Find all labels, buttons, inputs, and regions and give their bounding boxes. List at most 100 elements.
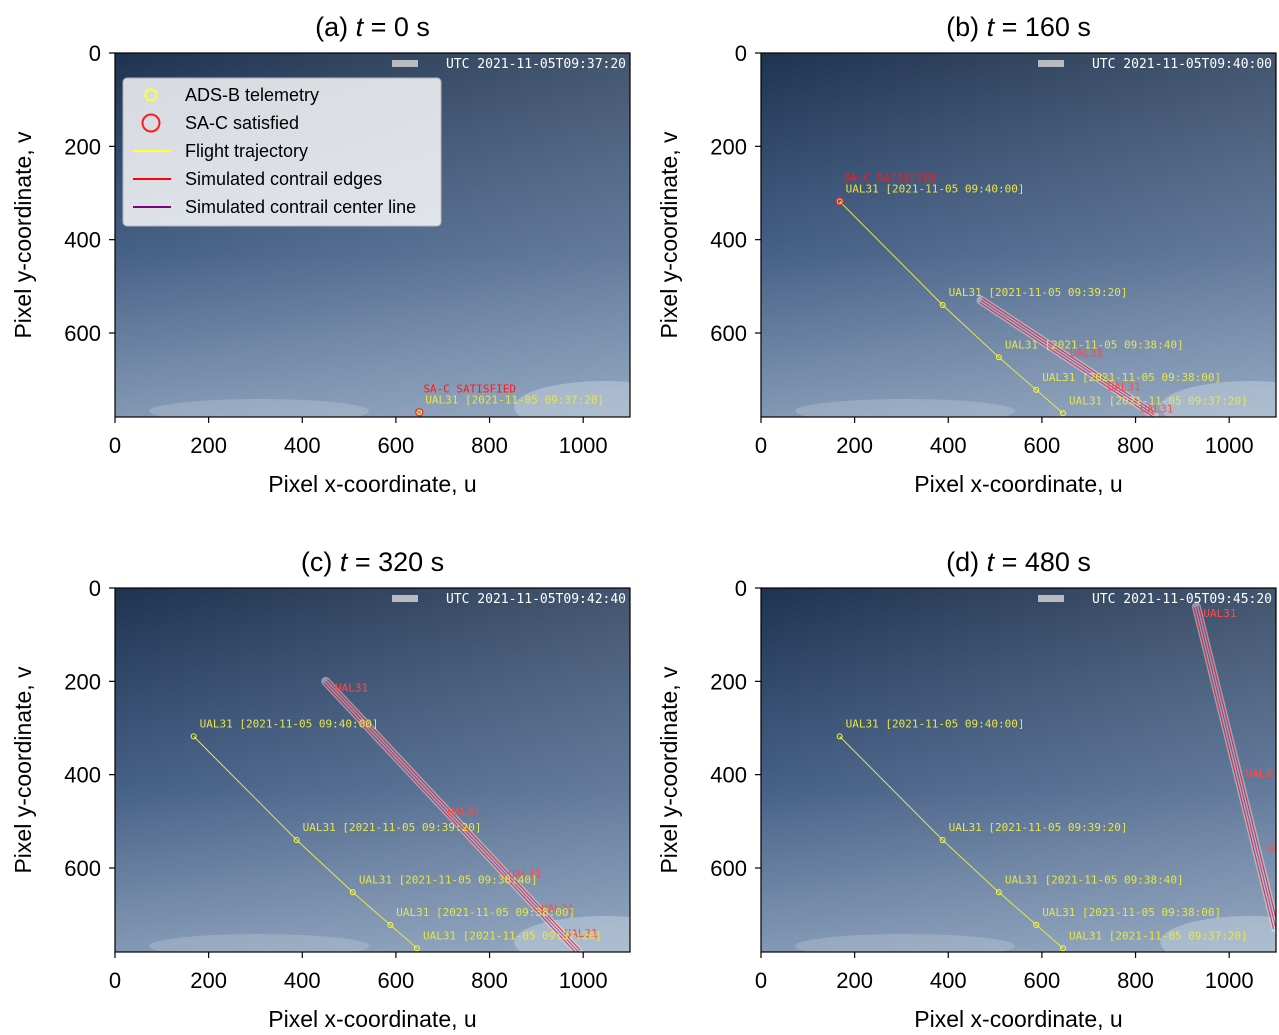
horizon-haze — [795, 934, 1016, 952]
y-tick-label: 200 — [64, 134, 101, 159]
legend-label: SA-C satisfied — [185, 113, 299, 133]
telemetry-label: UAL31 [2021-11-05 09:38:00] — [1042, 371, 1221, 384]
axes-frame — [114, 587, 631, 953]
contrail-label: UAL31 — [1107, 380, 1140, 393]
timestamp-logo — [1038, 595, 1064, 602]
cloud-wisp — [514, 916, 630, 952]
adsb-point — [836, 733, 843, 740]
panel-title: (b) t = 160 s — [946, 12, 1091, 42]
flight-trajectory — [839, 736, 1064, 949]
contrail-label: UAL31 — [447, 806, 480, 819]
cloud-wisp — [514, 381, 630, 417]
simulated-contrail-center-line — [980, 299, 1155, 416]
adsb-point — [995, 354, 1002, 361]
x-tick-label: 0 — [109, 968, 121, 993]
y-axis-label: Pixel y-coordinate, v — [10, 131, 36, 339]
telemetry-label: UAL31 [2021-11-05 09:38:40] — [359, 873, 538, 886]
y-tick-label: 400 — [710, 228, 747, 253]
panel-title: (a) t = 0 s — [315, 12, 430, 42]
legend-label: Simulated contrail center line — [185, 197, 416, 217]
utc-timestamp: UTC 2021-11-05T09:45:20 — [1092, 592, 1272, 607]
axes-frame — [114, 52, 631, 418]
x-tick-label: 800 — [1117, 968, 1154, 993]
telemetry-label: UAL31 [2021-11-05 09:38:40] — [1005, 873, 1184, 886]
legend-item: Simulated contrail center line — [133, 197, 416, 217]
x-axis-label: Pixel x-coordinate, u — [914, 1006, 1122, 1032]
y-tick-label: 0 — [735, 576, 747, 601]
x-tick-label: 0 — [109, 433, 121, 458]
contrail-label: UAL31 — [564, 927, 597, 940]
y-tick-label: 400 — [64, 228, 101, 253]
legend-label: ADS-B telemetry — [185, 85, 319, 105]
legend-item: SA-C satisfied — [141, 113, 299, 133]
adsb-point — [413, 945, 420, 952]
utc-timestamp: UTC 2021-11-05T09:42:40 — [446, 592, 626, 607]
telemetry-label: UAL31 [2021-11-05 09:40:00] — [846, 717, 1025, 730]
telemetry-label: UAL31 [2021-11-05 09:38:40] — [1005, 338, 1184, 351]
telemetry-label: UAL31 [2021-11-05 09:37:20] — [1069, 929, 1248, 942]
adsb-point — [349, 889, 356, 896]
utc-timestamp: UTC 2021-11-05T09:40:00 — [1092, 57, 1272, 72]
simulated-contrail-edge — [1193, 607, 1275, 930]
adsb-point — [995, 889, 1002, 896]
x-tick-label: 1000 — [559, 968, 608, 993]
x-tick-label: 400 — [930, 433, 967, 458]
flight-trajectory — [193, 736, 418, 949]
contrail-label: UAL31 — [335, 682, 368, 695]
x-tick-label: 1000 — [1205, 433, 1254, 458]
y-tick-label: 600 — [710, 321, 747, 346]
y-tick-label: 0 — [89, 41, 101, 66]
simulated-contrail-edge — [1198, 605, 1276, 921]
utc-timestamp: UTC 2021-11-05T09:37:20 — [446, 57, 626, 72]
contrail-label: UAL31 — [1246, 767, 1279, 780]
x-tick-label: 0 — [755, 968, 767, 993]
contrail-label: UAL31 — [1267, 842, 1279, 855]
sac-label: SA-C SATISFIED — [844, 171, 937, 184]
telemetry-label: UAL31 [2021-11-05 09:39:20] — [949, 821, 1128, 834]
adsb-point — [190, 733, 197, 740]
x-tick-label: 600 — [1024, 433, 1061, 458]
x-axis-label: Pixel x-coordinate, u — [914, 471, 1122, 497]
sky-haze — [115, 588, 630, 952]
y-tick-label: 200 — [710, 134, 747, 159]
adsb-point — [293, 837, 300, 843]
legend-item: ADS-B telemetry — [144, 85, 319, 105]
legend-item: Flight trajectory — [133, 141, 308, 161]
panel-title: (c) t = 320 s — [301, 547, 444, 577]
cloud-wisp — [1160, 916, 1276, 952]
legend-marker — [141, 113, 161, 133]
y-tick-label: 0 — [735, 41, 747, 66]
y-tick-label: 400 — [710, 763, 747, 788]
telemetry-label: UAL31 [2021-11-05 09:37:20] — [1069, 394, 1248, 407]
adsb-point — [1059, 945, 1066, 952]
x-tick-label: 400 — [930, 968, 967, 993]
x-tick-label: 200 — [190, 968, 227, 993]
adsb-point — [939, 837, 946, 843]
x-tick-label: 600 — [378, 433, 415, 458]
contrail-label: UAL31 — [1140, 402, 1173, 415]
telemetry-label: UAL31 [2021-11-05 09:39:20] — [303, 821, 482, 834]
x-axis-label: Pixel x-coordinate, u — [268, 471, 476, 497]
timestamp-logo — [392, 60, 418, 67]
telemetry-label: UAL31 [2021-11-05 09:37:20] — [425, 393, 604, 406]
panel-title: (d) t = 480 s — [946, 547, 1091, 577]
sac-label: SA-C SATISFIED — [423, 382, 516, 395]
chart-panel-d: UAL31 UAL31 UAL31 UAL31 [2021-11-05 09:40:0… — [656, 547, 1279, 1032]
adsb-point — [416, 409, 423, 416]
y-axis-label: Pixel y-coordinate, v — [656, 131, 682, 339]
simulated-contrail-edge — [327, 679, 581, 951]
adsb-point — [387, 921, 394, 928]
x-tick-label: 200 — [836, 968, 873, 993]
x-tick-label: 0 — [755, 433, 767, 458]
y-tick-label: 600 — [710, 856, 747, 881]
simulated-contrail-edge — [323, 682, 576, 952]
x-tick-label: 1000 — [559, 433, 608, 458]
y-tick-label: 0 — [89, 576, 101, 601]
x-tick-label: 400 — [284, 968, 321, 993]
y-tick-label: 600 — [64, 856, 101, 881]
simulated-contrail-center-line — [325, 680, 579, 952]
legend-marker — [144, 88, 158, 102]
